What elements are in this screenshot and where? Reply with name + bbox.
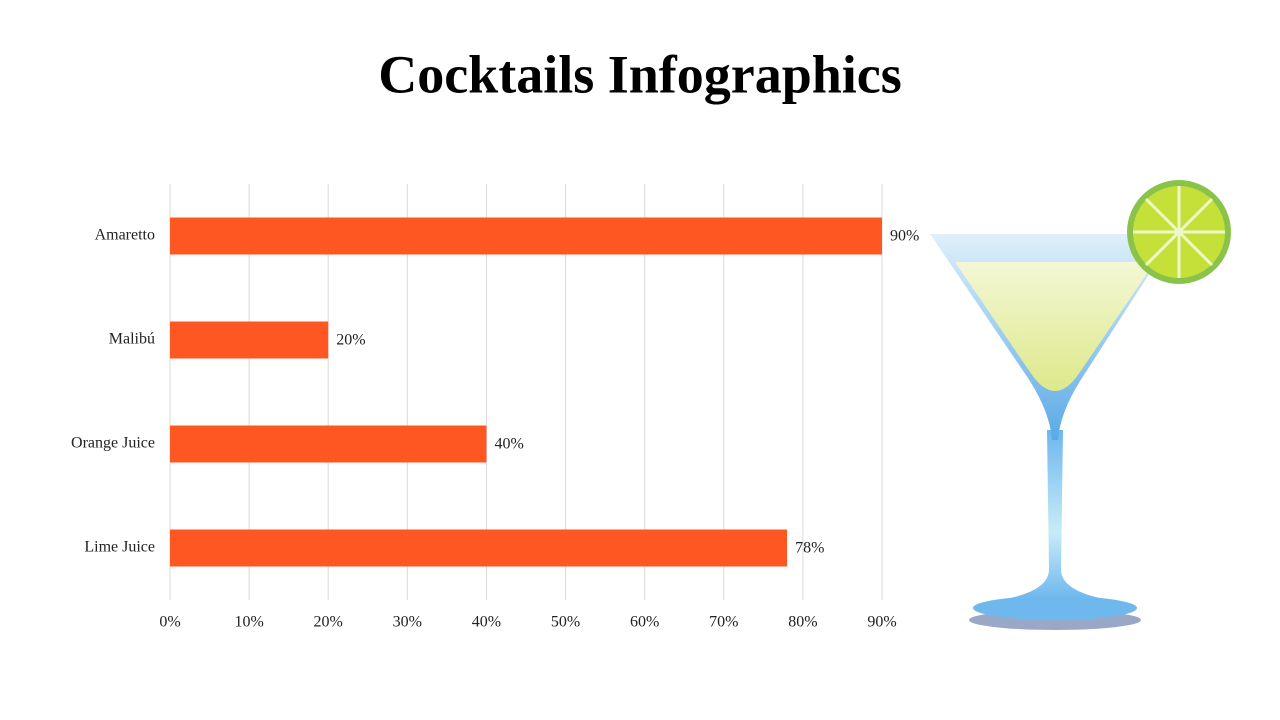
x-tick-label: 0% <box>159 614 180 631</box>
x-tick-label: 10% <box>234 614 263 631</box>
y-tick-label: Amaretto <box>95 227 155 244</box>
x-tick-label: 80% <box>788 614 817 631</box>
value-label: 90% <box>890 228 919 245</box>
cocktail-illustration <box>930 180 1231 630</box>
bar <box>170 217 882 255</box>
bar <box>170 321 329 359</box>
x-tick-label: 60% <box>630 614 659 631</box>
y-tick-label: Malibú <box>109 331 155 348</box>
value-label: 78% <box>795 540 824 557</box>
x-tick-label: 70% <box>709 614 738 631</box>
y-tick-label: Lime Juice <box>84 539 155 556</box>
x-tick-label: 40% <box>472 614 501 631</box>
x-tick-label: 30% <box>393 614 422 631</box>
chart-title: Cocktails Infographics <box>378 44 902 104</box>
y-tick-label: Orange Juice <box>71 435 155 452</box>
value-label: 40% <box>494 436 523 453</box>
x-tick-label: 20% <box>314 614 343 631</box>
bar <box>170 425 487 463</box>
x-tick-label: 90% <box>867 614 896 631</box>
x-tick-label: 50% <box>551 614 580 631</box>
value-label: 20% <box>336 332 365 349</box>
bar <box>170 529 788 567</box>
